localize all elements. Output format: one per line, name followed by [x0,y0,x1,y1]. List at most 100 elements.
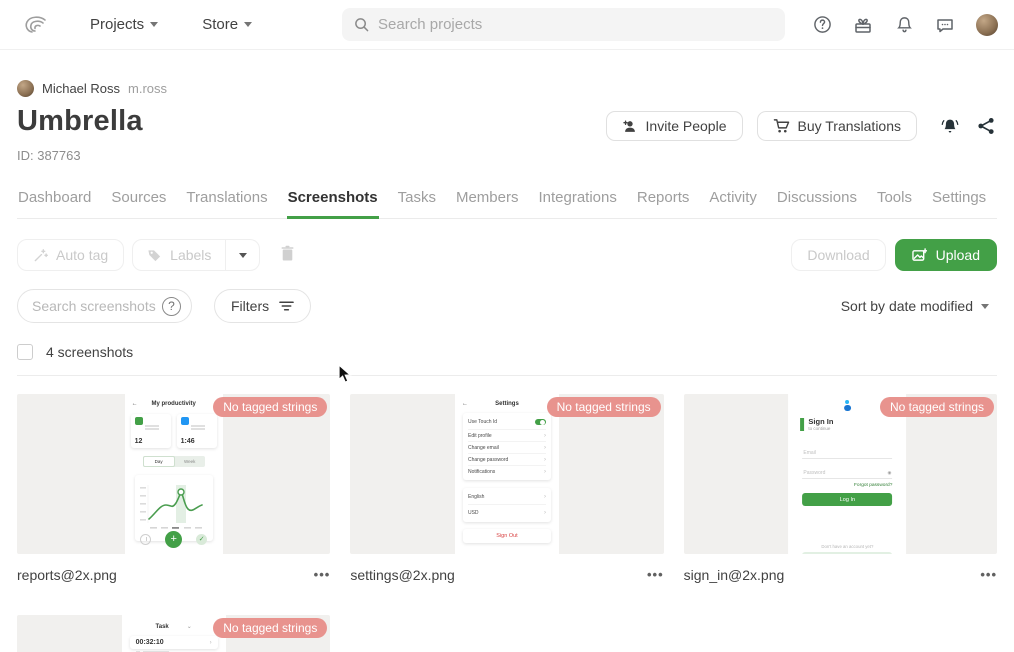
settings-item: Edit profile [467,432,492,439]
screenshot-card-reports: No tagged strings ← My productivity 12 1:… [17,394,331,583]
screenshots-grid: No tagged strings ← My productivity 12 1:… [17,394,997,652]
help-icon[interactable] [812,15,832,35]
project-search [342,8,786,41]
chat-icon[interactable] [935,15,955,35]
projects-menu[interactable]: Projects [90,16,159,33]
language-value: English [467,494,485,500]
user-avatar[interactable] [976,13,998,36]
sort-dropdown[interactable]: Sort by date modified [841,298,997,314]
screenshot-card-signin: No tagged strings Sign In to continue Em… [683,394,997,583]
store-menu[interactable]: Store [202,16,253,33]
download-button[interactable]: Download [791,239,886,271]
owner-name[interactable]: Michael Ross [42,81,121,96]
buy-translations-button[interactable]: Buy Translations [756,111,917,141]
project-header: Umbrella ID: 387763 Invite People Buy Tr… [17,105,997,163]
page-title: Umbrella [17,105,143,137]
gift-icon[interactable] [853,15,873,35]
back-arrow-icon: ← [461,401,468,407]
chevron-right-icon: › [543,494,546,500]
chevron-down-icon [244,22,253,27]
email-field-label: Email [803,450,816,456]
screenshot-thumbnail[interactable]: No tagged strings Task ⌄ 00:32:10 › [17,615,331,652]
tab-screenshots[interactable]: Screenshots [286,189,379,219]
tab-integrations[interactable]: Integrations [538,189,617,206]
chevron-down-icon: ⌄ [186,624,192,630]
project-header-actions: Invite People Buy Translations [605,111,997,141]
screenshot-thumbnail[interactable]: No tagged strings ← Settings Use Touch Id… [350,394,664,554]
status-badge: No tagged strings [546,397,661,417]
filters-label: Filters [231,298,270,314]
filters-button[interactable]: Filters [214,289,312,323]
chevron-down-icon [981,303,989,309]
screenshot-thumbnail[interactable]: No tagged strings ← My productivity 12 1:… [17,394,331,554]
tab-activity[interactable]: Activity [709,189,757,206]
selection-row: 4 screenshots [17,344,997,376]
task-timer: 00:32:10 [135,639,164,646]
person-add-icon [622,120,635,132]
tab-settings[interactable]: Settings [931,189,987,206]
password-field-label: Password [803,470,826,476]
bell-icon[interactable] [894,15,914,35]
toolbar-right: Download Upload [791,239,997,271]
chevron-right-icon: › [543,444,546,451]
screenshot-filename[interactable]: settings@2x.png [350,567,455,583]
tab-sources[interactable]: Sources [111,189,167,206]
download-label: Download [807,247,870,263]
notify-bell-icon[interactable] [939,115,961,137]
add-icon: + [165,531,183,548]
auto-tag-button[interactable]: Auto tag [17,239,125,271]
filter-lines-icon [279,301,294,311]
upload-label: Upload [935,247,980,263]
week-tab: Week [183,459,196,464]
more-icon[interactable]: ••• [313,567,331,582]
more-icon[interactable]: ••• [980,567,997,582]
more-icon[interactable]: ••• [647,567,664,582]
tab-tasks[interactable]: Tasks [397,189,436,206]
toggle-on-icon [534,419,546,425]
screenshot-thumbnail[interactable]: No tagged strings Sign In to continue Em… [683,394,997,554]
trash-icon [281,245,294,260]
navbar-actions [812,13,998,36]
labels-dropdown-button[interactable] [225,240,259,270]
tab-translations[interactable]: Translations [186,189,268,206]
main-content: Michael Ross m.ross Umbrella ID: 387763 … [0,50,1014,652]
crowdin-logo-icon[interactable] [22,13,48,37]
tab-members[interactable]: Members [455,189,519,206]
project-owner: Michael Ross m.ross [17,50,997,97]
owner-avatar[interactable] [17,80,34,97]
invite-people-label: Invite People [645,118,727,134]
back-arrow-icon: ← [131,401,138,407]
invite-people-button[interactable]: Invite People [605,111,743,141]
tab-dashboard[interactable]: Dashboard [18,189,92,206]
chevron-down-icon [150,22,159,27]
signin-subtitle: to continue [808,426,831,431]
labels-button[interactable]: Labels [133,240,225,270]
status-badge: No tagged strings [879,397,994,417]
clock-icon [140,534,152,545]
login-button-label: Log In [802,493,893,506]
check-icon: ✓ [196,534,208,545]
eye-icon: ◉ [887,470,892,475]
help-circle-icon[interactable]: ? [162,296,181,316]
chevron-down-icon [238,252,247,258]
tab-discussions[interactable]: Discussions [776,189,857,206]
chevron-right-icon: › [543,509,546,516]
share-icon[interactable] [975,115,997,137]
tab-reports[interactable]: Reports [636,189,690,206]
buy-translations-label: Buy Translations [797,118,902,134]
magic-wand-icon [34,248,48,261]
sign-out-label: Sign Out [462,529,551,543]
search-screenshots-input[interactable] [32,298,162,314]
screenshot-card-settings: No tagged strings ← Settings Use Touch Id… [350,394,664,583]
currency-value: USD [467,509,479,516]
tab-tools[interactable]: Tools [876,189,912,206]
sort-label: Sort by date modified [840,298,973,314]
upload-button[interactable]: Upload [894,239,997,271]
mockup-title: Settings [495,401,519,407]
search-projects-input[interactable] [378,16,786,33]
screenshot-filename[interactable]: reports@2x.png [17,567,117,583]
delete-button[interactable] [280,245,295,266]
screenshot-filename[interactable]: sign_in@2x.png [683,567,785,583]
select-all-checkbox[interactable] [17,344,33,360]
